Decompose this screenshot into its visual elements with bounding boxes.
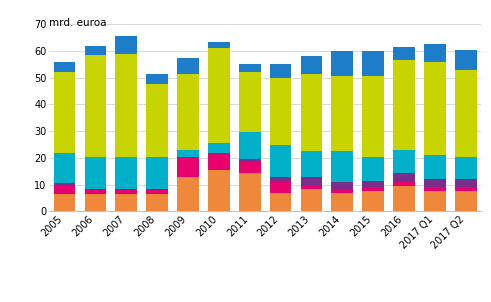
Bar <box>84 46 106 55</box>
Bar <box>270 145 291 177</box>
Bar <box>424 179 446 187</box>
Bar <box>300 74 322 151</box>
Bar <box>146 189 168 190</box>
Bar <box>393 186 415 211</box>
Bar <box>84 190 106 194</box>
Bar <box>270 193 291 211</box>
Bar <box>300 151 322 177</box>
Bar <box>54 153 75 183</box>
Bar <box>270 78 291 145</box>
Bar <box>177 150 199 156</box>
Bar <box>270 177 291 181</box>
Bar <box>455 191 477 211</box>
Bar <box>54 72 75 153</box>
Bar <box>300 177 322 185</box>
Bar <box>300 56 322 74</box>
Bar <box>115 36 137 53</box>
Bar <box>177 74 199 150</box>
Bar <box>331 76 353 151</box>
Bar <box>177 158 199 177</box>
Bar <box>84 194 106 211</box>
Bar <box>300 185 322 189</box>
Bar <box>455 156 477 179</box>
Bar <box>146 194 168 211</box>
Bar <box>362 51 384 76</box>
Bar <box>84 55 106 156</box>
Bar <box>331 51 353 76</box>
Bar <box>146 190 168 194</box>
Bar <box>115 189 137 190</box>
Bar <box>54 185 75 194</box>
Bar <box>208 154 230 170</box>
Bar <box>177 177 199 211</box>
Bar <box>239 133 261 159</box>
Bar <box>115 190 137 194</box>
Bar <box>362 76 384 156</box>
Bar <box>208 170 230 211</box>
Bar <box>84 189 106 190</box>
Bar <box>146 74 168 84</box>
Bar <box>362 191 384 211</box>
Bar <box>177 156 199 158</box>
Bar <box>455 70 477 156</box>
Bar <box>146 84 168 156</box>
Bar <box>239 64 261 72</box>
Bar <box>362 187 384 191</box>
Bar <box>300 189 322 211</box>
Bar <box>393 47 415 60</box>
Bar <box>208 143 230 153</box>
Bar <box>54 194 75 211</box>
Bar <box>208 48 230 143</box>
Bar <box>146 156 168 189</box>
Bar <box>115 53 137 156</box>
Bar <box>115 156 137 189</box>
Bar <box>54 62 75 72</box>
Bar <box>239 159 261 161</box>
Bar <box>424 62 446 155</box>
Bar <box>424 187 446 191</box>
Bar <box>239 161 261 173</box>
Bar <box>239 173 261 211</box>
Bar <box>177 58 199 74</box>
Bar <box>393 60 415 150</box>
Bar <box>424 44 446 62</box>
Bar <box>54 183 75 185</box>
Bar <box>455 179 477 187</box>
Bar <box>393 150 415 173</box>
Bar <box>270 64 291 78</box>
Bar <box>362 181 384 187</box>
Bar <box>455 187 477 191</box>
Bar <box>270 181 291 193</box>
Bar <box>331 193 353 211</box>
Bar <box>84 156 106 189</box>
Bar <box>115 194 137 211</box>
Bar <box>239 72 261 133</box>
Bar <box>455 50 477 70</box>
Bar <box>208 153 230 154</box>
Bar <box>331 151 353 182</box>
Bar <box>424 191 446 211</box>
Bar <box>393 182 415 186</box>
Bar <box>331 182 353 189</box>
Bar <box>208 42 230 48</box>
Bar <box>393 173 415 182</box>
Bar <box>362 156 384 181</box>
Bar <box>331 189 353 193</box>
Text: mrd. euroa: mrd. euroa <box>49 18 107 28</box>
Bar <box>424 155 446 179</box>
